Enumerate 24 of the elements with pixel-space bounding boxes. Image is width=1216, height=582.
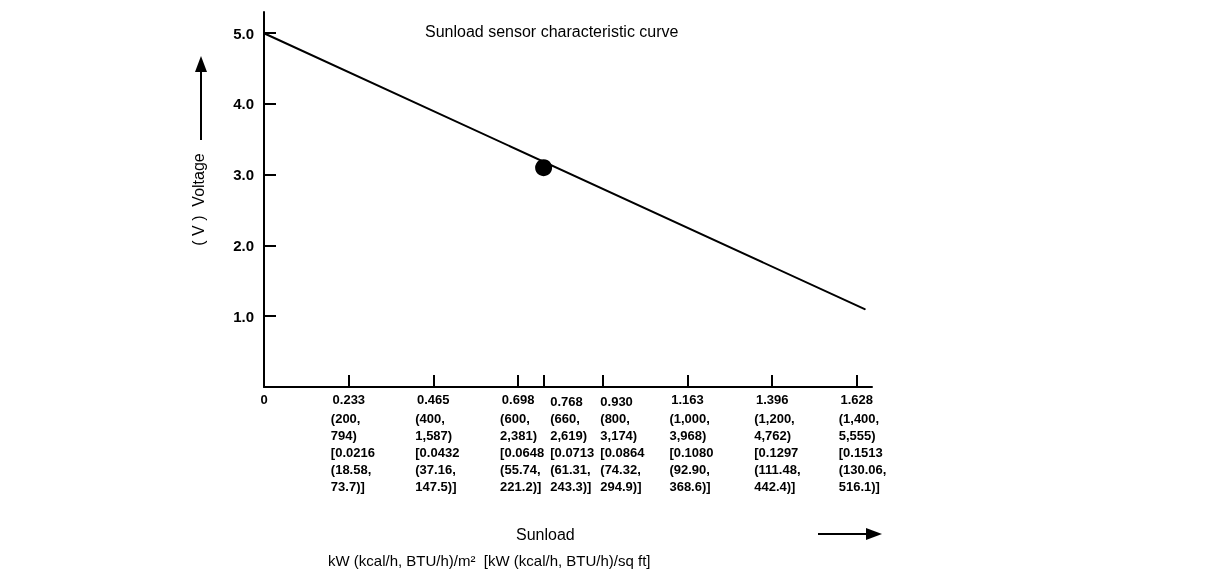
x-tick-label: 0.698 [501,392,535,407]
text: (1,000, 3,968) [0.1080 (92.90, 368.6)] [669,411,714,494]
x-tick-label: 0.233 [332,392,366,407]
x-tick-label: 0 [260,392,268,407]
text: (1,200, 4,762) [0.1297 (111.48, 442.4)] [754,411,801,494]
x-tick-label: 1.628 [840,392,873,407]
y-tick-label: 2.0 [233,236,254,254]
y-axis-title: ( V ) Voltage [189,153,207,246]
y-tick-label: 5.0 [233,24,254,42]
x-tick-label: 1.163 [671,392,704,407]
text: 0.930 (800, 3,174) [0.0864 (74.32, 294.9)] [600,394,646,494]
text: (200, 794) [0.0216 (18.58, 73.7)] [330,411,375,494]
x-tick-label: 1.396 [755,392,789,407]
y-tick-label: 3.0 [233,166,254,184]
text: 0.768 (660, 2,619) [0.0713 (61.31, 243.3)] [550,394,595,494]
x-tick-label: 0.465 [417,392,450,407]
y-tick-label: 1.0 [233,307,254,325]
text: kW (kcal/h, BTU/h)/m² [kW (kcal/h, BTU/h)/sq ft] [328,552,651,569]
text: (400, 1,587) [0.0432 (37.16, 147.5)] [415,411,460,494]
y-tick-label: 4.0 [233,95,254,113]
text: Sunload sensor characteristic curve [425,22,679,40]
text: (1,400, 5,555) [0.1513 (130.06, 516.1)] [838,411,887,494]
text: Sunload [516,525,575,543]
text: (600, 2,381) [0.0648 (55.74, 221.2)] [500,411,545,494]
